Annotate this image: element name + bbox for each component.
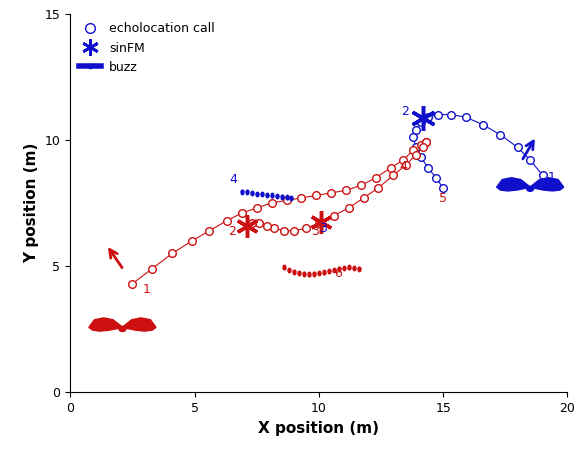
Text: 2: 2 — [401, 105, 409, 118]
X-axis label: X position (m): X position (m) — [259, 421, 379, 436]
Text: 2: 2 — [228, 225, 236, 238]
Legend: echolocation call, sinFM, buzz: echolocation call, sinFM, buzz — [74, 17, 220, 79]
Text: 4: 4 — [229, 173, 237, 186]
Polygon shape — [119, 327, 126, 331]
Polygon shape — [89, 318, 156, 331]
Text: 3: 3 — [319, 222, 326, 235]
Text: 1: 1 — [548, 171, 555, 184]
Polygon shape — [527, 187, 534, 191]
Y-axis label: Y position (m): Y position (m) — [24, 143, 39, 263]
Polygon shape — [497, 178, 564, 191]
Text: 1: 1 — [142, 283, 150, 295]
Text: 6: 6 — [333, 267, 342, 281]
Text: 4: 4 — [400, 160, 408, 173]
Text: 3: 3 — [311, 225, 319, 238]
Text: 5: 5 — [439, 192, 448, 205]
